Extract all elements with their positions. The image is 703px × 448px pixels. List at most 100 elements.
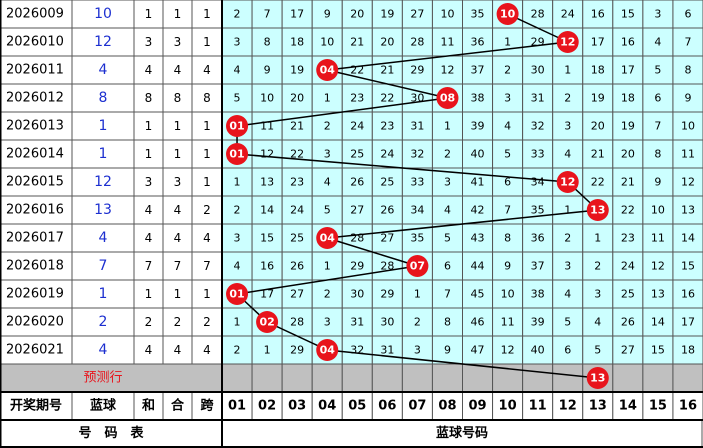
omission: 2 — [504, 64, 511, 77]
omission: 10 — [440, 8, 454, 21]
omission: 11 — [501, 316, 515, 329]
omission: 14 — [651, 316, 665, 329]
omission: 8 — [264, 36, 271, 49]
issue: 2026018 — [6, 259, 64, 274]
omission: 26 — [380, 204, 394, 217]
ball-number: 02 — [259, 316, 274, 329]
value: 7 — [99, 258, 108, 274]
cell — [522, 307, 554, 337]
omission: 30 — [531, 64, 545, 77]
ball — [556, 171, 579, 193]
cell — [341, 167, 373, 197]
omission: 5 — [234, 92, 241, 105]
cell — [0, 167, 73, 197]
column-header: 10 — [499, 399, 517, 414]
issue: 2026009 — [6, 7, 64, 22]
cell — [191, 0, 223, 29]
cell — [251, 363, 283, 393]
omission: 33 — [410, 176, 424, 189]
omission: 5 — [564, 316, 571, 329]
value: 1 — [174, 7, 182, 21]
cell — [612, 223, 644, 253]
omission: 17 — [621, 64, 635, 77]
omission: 21 — [290, 120, 304, 133]
cell — [311, 195, 343, 225]
cell — [612, 363, 644, 393]
column-header: 16 — [679, 399, 697, 414]
omission: 12 — [440, 64, 454, 77]
omission: 36 — [471, 36, 485, 49]
cell — [371, 167, 403, 197]
omission: 3 — [564, 260, 571, 273]
ball-number: 13 — [590, 372, 605, 385]
omission: 5 — [594, 344, 601, 357]
omission: 24 — [290, 204, 304, 217]
omission: 4 — [324, 176, 331, 189]
omission: 1 — [564, 204, 571, 217]
omission: 1 — [324, 92, 331, 105]
cell — [341, 363, 373, 393]
value: 4 — [174, 63, 182, 77]
cell — [71, 223, 135, 253]
cell — [71, 27, 135, 57]
omission: 29 — [290, 344, 304, 357]
omission: 38 — [471, 92, 485, 105]
cell — [522, 363, 554, 393]
omission: 5 — [504, 148, 511, 161]
cell — [642, 363, 674, 393]
omission: 1 — [504, 36, 511, 49]
value: 3 — [174, 175, 182, 189]
ball-number: 13 — [590, 204, 605, 217]
omission: 24 — [350, 120, 364, 133]
omission: 23 — [621, 232, 635, 245]
ball — [586, 199, 609, 221]
omission: 40 — [531, 344, 545, 357]
omission: 11 — [260, 120, 274, 133]
omission: 10 — [651, 204, 665, 217]
omission: 18 — [681, 344, 695, 357]
value: 4 — [203, 63, 211, 77]
value: 1 — [174, 147, 182, 161]
ball — [316, 339, 339, 361]
ball-number: 04 — [320, 344, 336, 357]
omission: 20 — [380, 36, 394, 49]
omission: 15 — [621, 8, 635, 21]
cell — [251, 167, 283, 197]
value: 1 — [203, 175, 211, 189]
omission: 5 — [444, 232, 451, 245]
omission: 16 — [621, 36, 635, 49]
omission: 31 — [350, 316, 364, 329]
cell — [371, 279, 403, 309]
omission: 1 — [264, 344, 271, 357]
cell — [221, 195, 253, 225]
cell — [582, 251, 614, 281]
omission: 10 — [320, 36, 334, 49]
cell — [492, 307, 524, 337]
cell — [462, 55, 494, 85]
value: 2 — [203, 203, 211, 217]
omission: 19 — [290, 64, 304, 77]
header: 开奖期号 — [10, 398, 62, 414]
header-cell — [251, 391, 283, 421]
cell — [612, 279, 644, 309]
omission: 22 — [380, 92, 394, 105]
omission: 36 — [531, 232, 545, 245]
omission: 25 — [621, 288, 635, 301]
omission: 40 — [471, 148, 485, 161]
omission: 6 — [504, 176, 511, 189]
omission: 19 — [621, 120, 635, 133]
footer-left: 号 码 表 — [78, 425, 144, 441]
cell — [642, 139, 674, 169]
omission: 3 — [324, 316, 331, 329]
ball — [556, 31, 579, 53]
header-cell — [552, 391, 584, 421]
omission: 10 — [260, 92, 274, 105]
cell — [401, 27, 433, 57]
cell — [552, 0, 584, 29]
omission: 2 — [594, 260, 601, 273]
cell — [401, 279, 433, 309]
cell — [311, 363, 343, 393]
cell — [522, 335, 554, 365]
omission: 7 — [264, 8, 271, 21]
cell — [522, 55, 554, 85]
